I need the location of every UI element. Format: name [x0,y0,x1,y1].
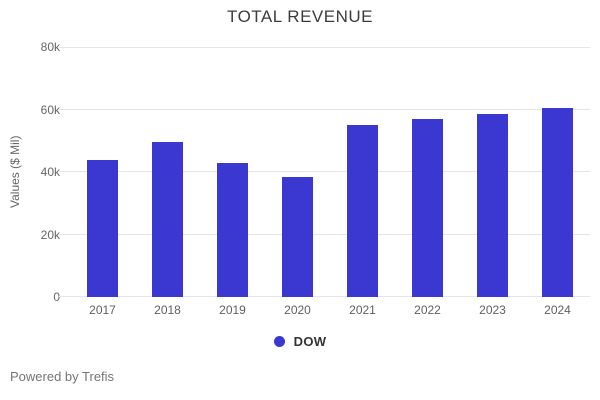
legend-dow-marker-icon [273,336,285,347]
bar-slot-2021 [330,47,395,297]
y-tick-label: 20k [40,227,60,242]
plot-area [59,47,590,297]
bar-slot-2020 [265,47,330,297]
bar-2022 [412,119,443,297]
legend-dow-label: DOW [293,334,327,349]
y-tick-label: 80k [40,40,60,54]
gridline [59,108,590,110]
y-axis-tick-labels: 80k 60k 40k 20k 0 [0,40,60,304]
bar-2024 [542,107,573,297]
bar-slot-2023 [460,47,525,297]
chart-title: TOTAL REVENUE [227,7,373,26]
x-tick-label-2022: 2022 [414,303,441,317]
bar-slot-2019 [200,47,265,297]
x-tick-label-2017: 2017 [89,303,116,317]
x-tick-label-2023: 2023 [479,303,506,317]
bar-2023 [477,113,508,297]
bar-slot-2024 [525,47,590,297]
bar-2018 [152,142,183,297]
x-tick-label-2018: 2018 [154,303,181,317]
bar-slot-2018 [135,47,200,297]
x-tick-label-2019: 2019 [219,303,246,317]
bar-slot-2017 [70,47,135,297]
bar-series-dow [70,47,590,297]
bar-slot-2022 [395,47,460,297]
x-tick-label-2020: 2020 [284,303,311,317]
powered-by-text: Powered by Trefis [10,369,115,384]
y-tick-label: 60k [40,102,60,117]
bar-2020 [282,176,313,297]
gridline [59,47,590,48]
x-tick-label-2021: 2021 [349,303,376,317]
bar-2021 [347,125,378,297]
gridline [59,171,590,172]
bar-2017 [87,160,118,297]
legend-item-dow[interactable]: DOW [0,334,600,349]
y-tick-label: 0 [53,290,60,304]
bar-2019 [217,162,248,297]
x-axis-tick-labels: 2017 2018 2019 2020 2021 2022 2023 2024 [70,303,590,317]
gridline [59,233,590,235]
gridline [59,296,590,297]
y-tick-label: 40k [40,165,60,179]
x-tick-label-2024: 2024 [544,303,571,317]
